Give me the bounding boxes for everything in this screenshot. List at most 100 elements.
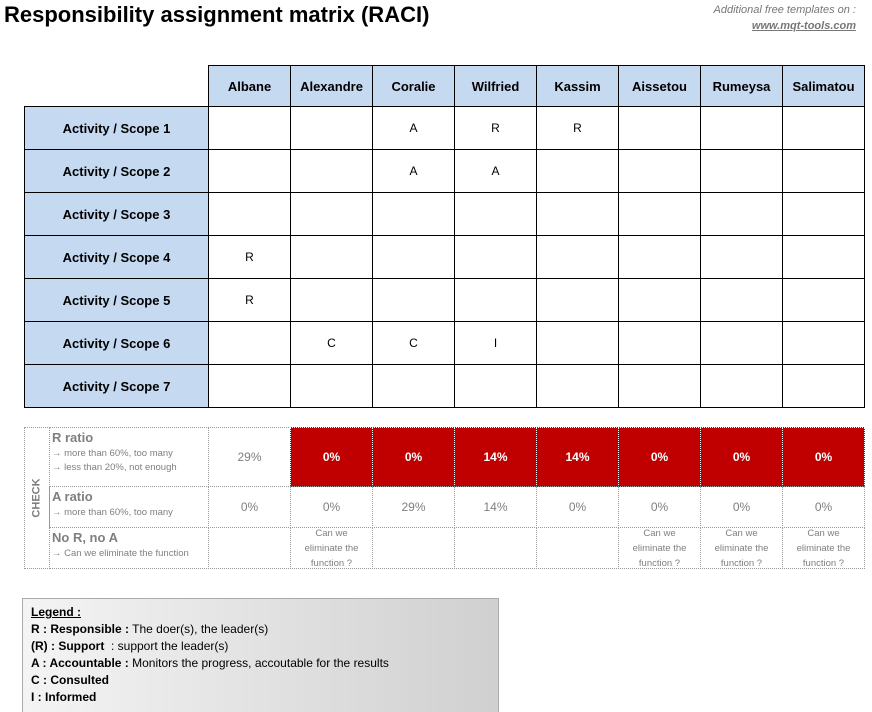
legend-text: The doer(s), the leader(s)	[129, 622, 269, 636]
matrix-cell	[208, 106, 291, 150]
matrix-cell: R	[208, 278, 291, 322]
matrix-cell: R	[208, 235, 291, 279]
check-title: R ratio	[52, 430, 94, 445]
column-header: Wilfried	[454, 65, 537, 107]
check-row-label: A ratio → more than 60%, too many	[49, 486, 209, 528]
legend-text: : support the leader(s)	[104, 639, 229, 653]
matrix-cell	[290, 278, 373, 322]
matrix-cell	[454, 192, 537, 236]
legend-item: I : Informed	[31, 689, 490, 706]
matrix-cell	[782, 149, 865, 193]
check-cell: 0%	[782, 427, 865, 487]
legend-item: (R) : Support : support the leader(s)	[31, 638, 490, 655]
check-cell	[454, 527, 537, 569]
matrix-cell	[536, 364, 619, 408]
check-title: A ratio	[52, 489, 93, 504]
title: Responsibility assignment matrix (RACI)	[4, 2, 430, 27]
row-label: Activity / Scope 7	[24, 364, 209, 408]
matrix-cell: A	[372, 106, 455, 150]
check-cell: 0%	[618, 427, 701, 487]
row-label: Activity / Scope 3	[24, 192, 209, 236]
matrix-cell	[700, 364, 783, 408]
matrix-cell	[208, 321, 291, 365]
matrix-cell	[290, 149, 373, 193]
matrix-cell	[372, 235, 455, 279]
matrix-cell: C	[372, 321, 455, 365]
matrix-cell	[536, 278, 619, 322]
legend-key: (R) : Support	[31, 639, 105, 653]
matrix-cell	[618, 106, 701, 150]
matrix-cell	[700, 235, 783, 279]
check-cell: 0%	[208, 486, 291, 528]
column-header: Aissetou	[618, 65, 701, 107]
matrix-cell	[782, 235, 865, 279]
row-label: Activity / Scope 4	[24, 235, 209, 279]
matrix-cell	[536, 149, 619, 193]
check-cell: 29%	[372, 486, 455, 528]
check-cell: 0%	[782, 486, 865, 528]
check-cell	[208, 527, 291, 569]
legend-item: C : Consulted	[31, 672, 490, 689]
link[interactable]: www.mqt-tools.com	[751, 20, 856, 32]
matrix-cell	[536, 235, 619, 279]
legend-text: Monitors the progress, accoutable for th…	[128, 656, 389, 670]
matrix-cell	[618, 192, 701, 236]
check-cell: Can we eliminate the function ?	[618, 527, 701, 569]
matrix-cell	[700, 278, 783, 322]
check-note: → more than 60%, too many	[52, 507, 173, 518]
matrix-cell	[618, 149, 701, 193]
check-cell: 0%	[290, 486, 373, 528]
matrix-cell	[290, 106, 373, 150]
check-note: → more than 60%, too many	[52, 448, 173, 459]
check-cell: 14%	[536, 427, 619, 487]
matrix-cell	[208, 149, 291, 193]
legend: Legend : R : Responsible : The doer(s), …	[22, 598, 499, 712]
row-label: Activity / Scope 2	[24, 149, 209, 193]
check-cell: 0%	[290, 427, 373, 487]
legend-item: R : Responsible : The doer(s), the leade…	[31, 621, 490, 638]
legend-title: Legend :	[31, 605, 81, 619]
matrix-cell: R	[536, 106, 619, 150]
matrix-cell	[536, 321, 619, 365]
check-cell: Can we eliminate the function ?	[290, 527, 373, 569]
column-header: Kassim	[536, 65, 619, 107]
check-row-label: R ratio → more than 60%, too many → less t…	[49, 427, 209, 487]
row-label: Activity / Scope 1	[24, 106, 209, 150]
promo: Additional free templates on :	[713, 4, 856, 16]
matrix-cell	[536, 192, 619, 236]
check-cell	[536, 527, 619, 569]
matrix-cell	[618, 235, 701, 279]
matrix-cell	[782, 106, 865, 150]
column-header: Alexandre	[290, 65, 373, 107]
matrix-cell	[372, 278, 455, 322]
matrix-cell	[782, 321, 865, 365]
row-label: Activity / Scope 6	[24, 321, 209, 365]
matrix-cell: A	[454, 149, 537, 193]
matrix-cell	[700, 149, 783, 193]
check-title: No R, no A	[52, 530, 118, 545]
legend-item: A : Accountable : Monitors the progress,…	[31, 655, 490, 672]
check-cell: 0%	[536, 486, 619, 528]
column-header: Coralie	[372, 65, 455, 107]
check-cell: 0%	[700, 427, 783, 487]
matrix-cell: C	[290, 321, 373, 365]
check-note: → less than 20%, not enough	[52, 462, 177, 473]
matrix-cell	[290, 235, 373, 279]
row-label: Activity / Scope 5	[24, 278, 209, 322]
matrix-cell	[700, 106, 783, 150]
check-label-cell: CHECK	[24, 427, 50, 569]
check-cell: 14%	[454, 427, 537, 487]
check-cell: 0%	[372, 427, 455, 487]
legend-key: R : Responsible :	[31, 622, 130, 636]
matrix-cell	[290, 192, 373, 236]
matrix-cell	[618, 278, 701, 322]
check-row-label: No R, no A → Can we eliminate the functio…	[49, 527, 209, 569]
matrix-cell: A	[372, 149, 455, 193]
matrix-cell	[618, 321, 701, 365]
legend-key: I : Informed	[31, 690, 97, 704]
matrix-cell	[208, 192, 291, 236]
column-header: Salimatou	[782, 65, 865, 107]
check-cell: 0%	[700, 486, 783, 528]
column-header: Albane	[208, 65, 291, 107]
